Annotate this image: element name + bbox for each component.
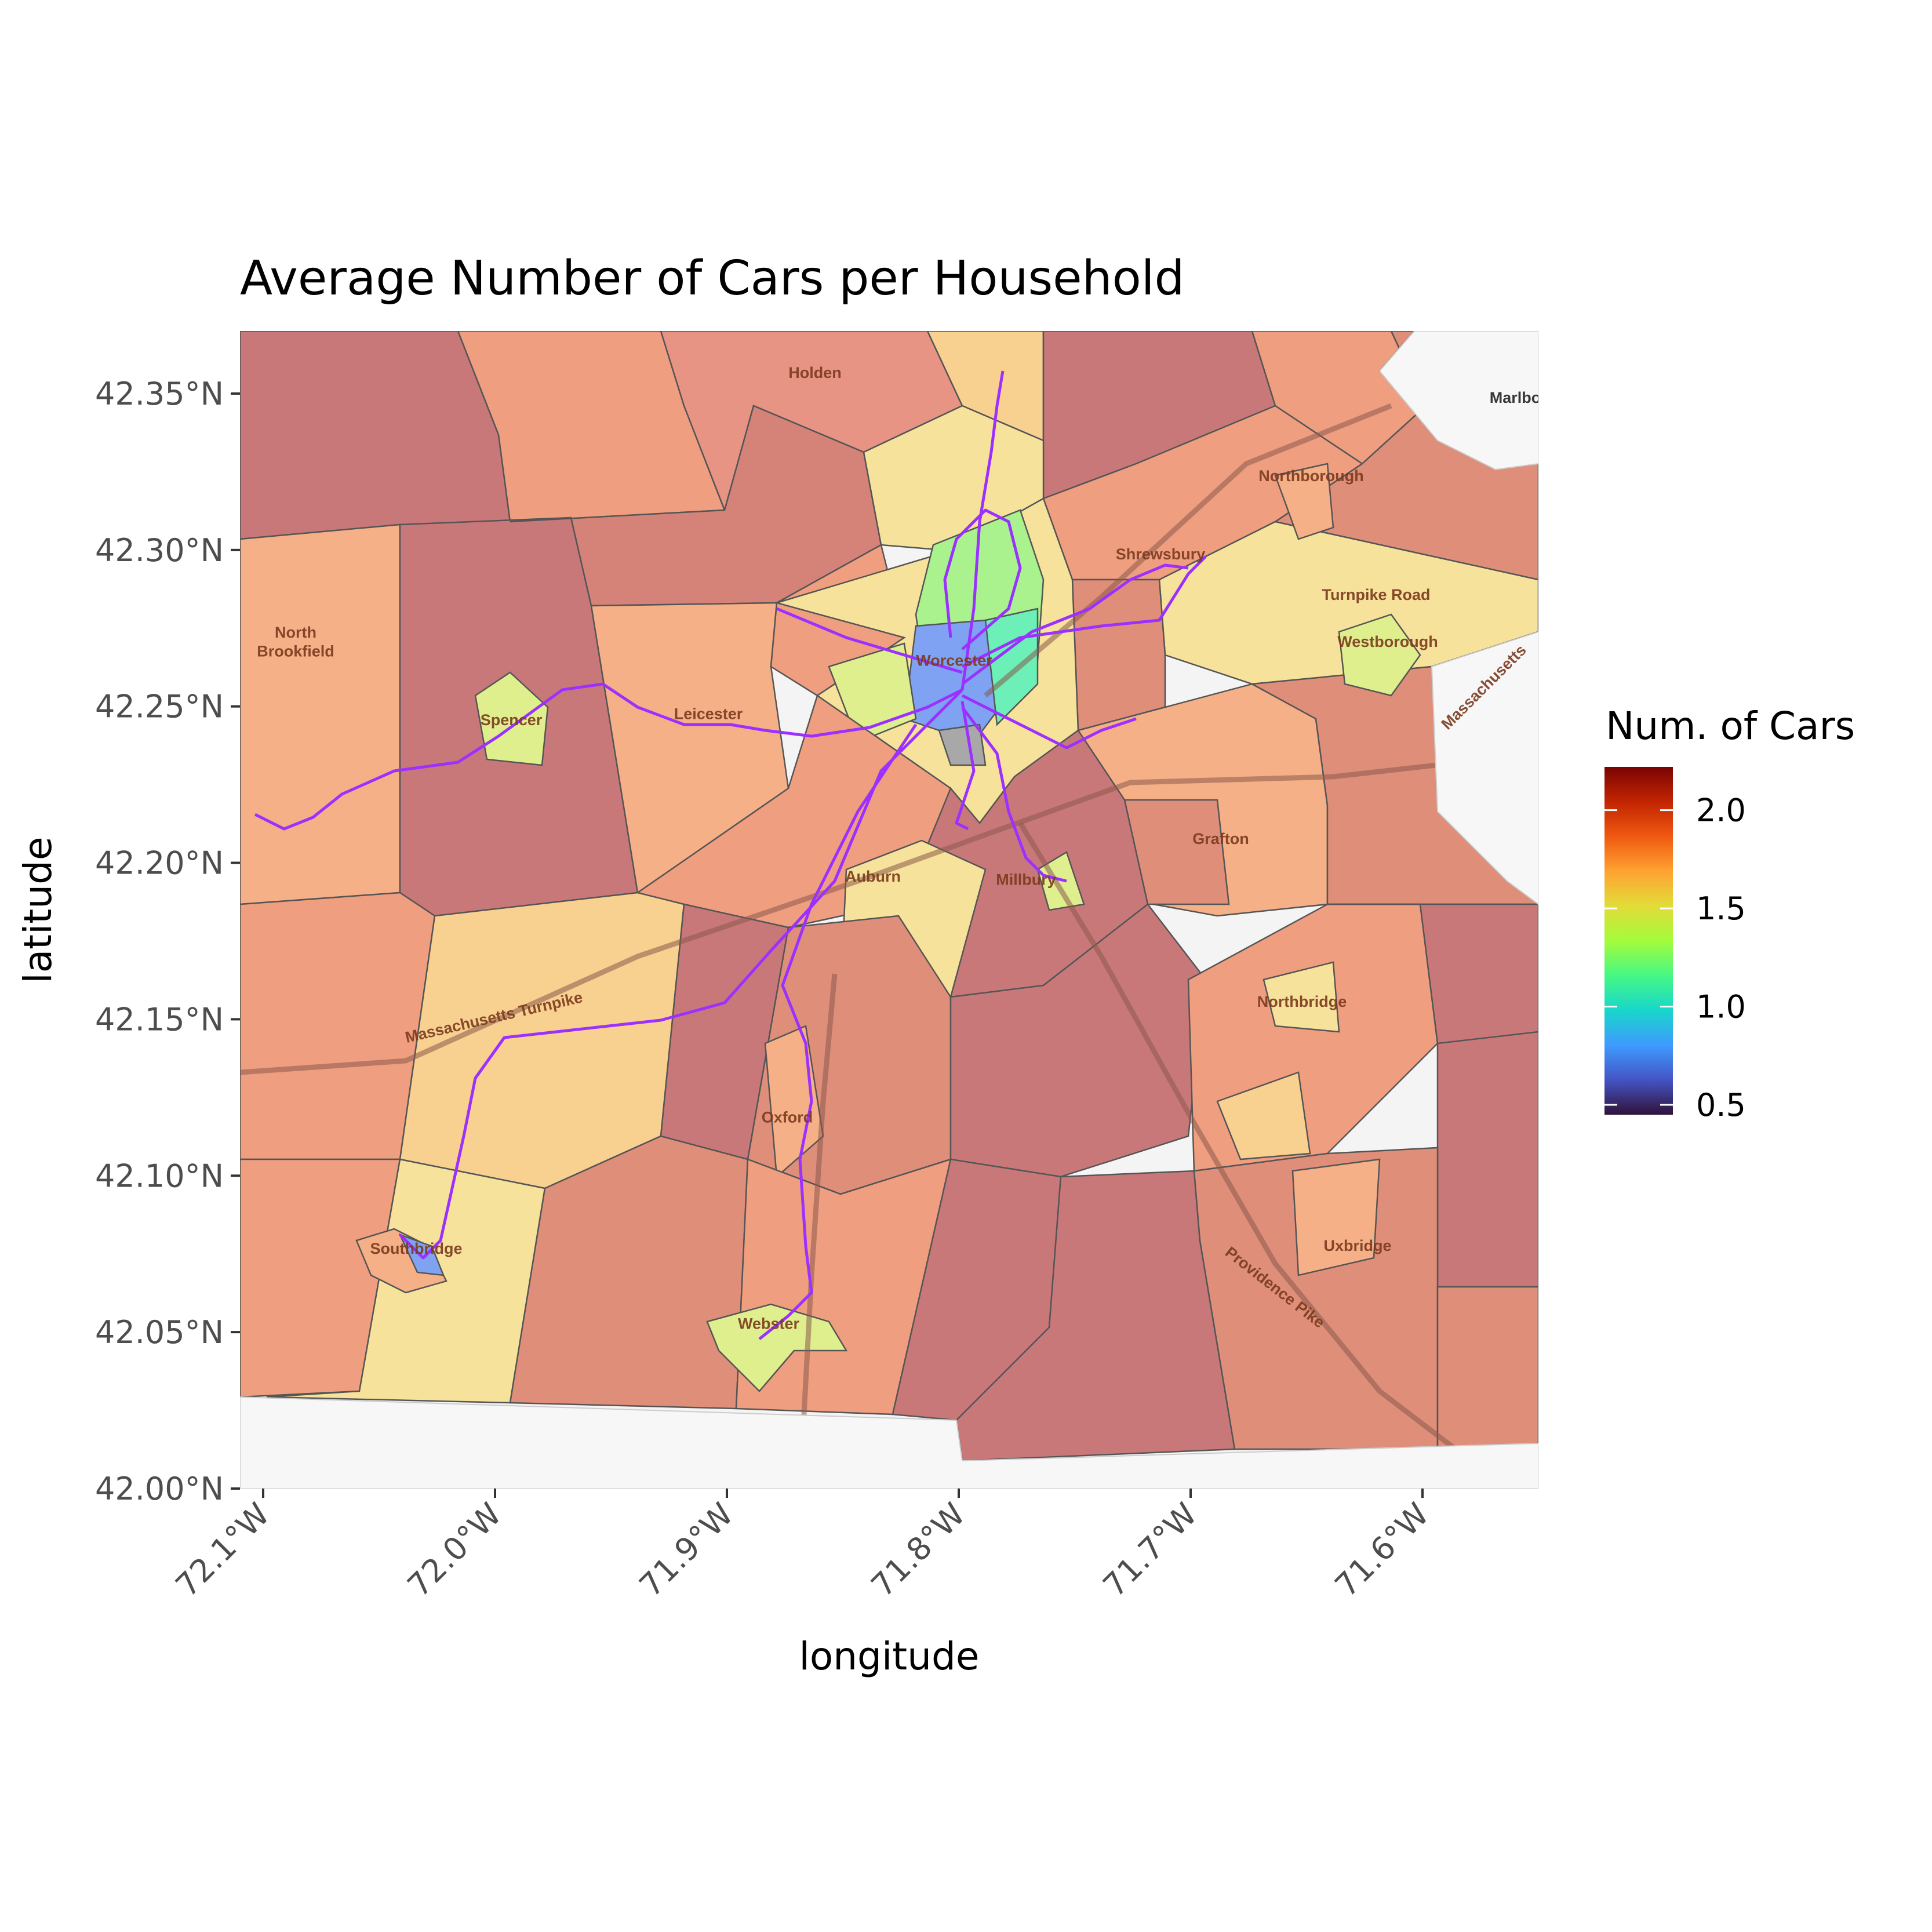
region-polygon — [240, 523, 401, 905]
region-polygon — [1291, 1158, 1381, 1276]
legend-tick-label: 1.5 — [1696, 890, 1746, 927]
x-tick-label: 71.7°W — [1096, 1496, 1204, 1604]
place-label: Turnpike Road — [1322, 586, 1430, 603]
y-tick-label: 42.35°N — [95, 376, 224, 412]
region-fills — [240, 331, 1538, 1462]
transit-route-west — [776, 607, 963, 674]
place-label: Marlbo — [1490, 389, 1541, 406]
highway-mass-pike — [240, 751, 1538, 1075]
place-label: North — [275, 624, 316, 641]
place-label: Southbridge — [370, 1240, 463, 1257]
y-tick-label: 42.25°N — [95, 689, 224, 725]
x-tick-label: 71.9°W — [632, 1496, 740, 1604]
region-polygon — [706, 1303, 848, 1392]
region-polygon — [1262, 961, 1340, 1033]
transit-route-southbridge — [399, 689, 963, 1260]
x-tick-label: 71.6°W — [1328, 1496, 1436, 1604]
y-axis: 42.00°N 42.05°N 42.10°N 42.15°N 42.20°N 42.25… — [95, 376, 240, 1507]
outside-region-polygon — [240, 1396, 1538, 1489]
y-tick-label: 42.10°N — [95, 1158, 224, 1194]
transit-route-north-loop — [943, 508, 1022, 650]
transit-routes — [254, 370, 1207, 1340]
legend-tick-label: 2.0 — [1696, 792, 1746, 829]
place-label: Shrewsbury — [1116, 545, 1206, 563]
place-label: Webster — [738, 1315, 800, 1333]
region-polygon — [1436, 1286, 1538, 1450]
region-polygon — [1338, 613, 1421, 697]
place-label: Millbury — [996, 871, 1056, 888]
y-tick-label: 42.30°N — [95, 532, 224, 569]
place-label: Worcester — [916, 652, 992, 670]
transit-route-east — [961, 563, 1189, 685]
y-axis-title: latitude — [16, 836, 60, 983]
chart-title: Average Number of Cars per Household — [240, 251, 1185, 306]
highways — [240, 403, 1538, 1489]
transit-route-holden — [960, 370, 1005, 690]
outside-region — [240, 331, 1538, 1489]
transit-route-millbury — [961, 706, 1067, 883]
place-label: Leicester — [674, 705, 743, 722]
outside-region-polygon — [1431, 631, 1538, 905]
x-axis-title: longitude — [799, 1634, 980, 1679]
y-tick-label: 42.15°N — [95, 1001, 224, 1038]
legend: Num. of Cars 0.5 1.0 1.5 2.0 — [1604, 704, 1855, 1123]
x-axis: 72.1°W 72.0°W 71.9°W 71.8°W 71.7°W 71.6°W — [169, 1489, 1436, 1604]
map-panel: Holden Northborough Shrewsbury Turnpike Roa… — [240, 331, 1541, 1489]
outside-region-polygon — [1378, 331, 1538, 471]
highway-i290 — [984, 403, 1392, 698]
place-label: Holden — [788, 364, 842, 381]
region-polygon — [590, 602, 789, 894]
x-tick-label: 72.0°W — [401, 1496, 508, 1604]
region-polygon — [474, 671, 549, 766]
place-label: Uxbridge — [1323, 1237, 1391, 1254]
region-polygon — [1436, 1031, 1538, 1288]
highway-i395 — [797, 973, 838, 1489]
y-tick-label: 42.20°N — [95, 845, 224, 882]
place-label: Brookfield — [257, 642, 334, 660]
x-tick-label: 72.1°W — [169, 1496, 276, 1604]
place-label: Northbridge — [1257, 993, 1347, 1010]
place-label: Auburn — [845, 868, 901, 885]
transit-route-spencer — [254, 682, 963, 831]
legend-title: Num. of Cars — [1606, 704, 1855, 748]
place-label: Spencer — [481, 711, 543, 729]
transit-route-shrewsbury — [961, 555, 1207, 668]
transit-route-southeast — [961, 694, 1137, 749]
region-polygon — [1071, 578, 1166, 732]
place-label: Westborough — [1337, 633, 1438, 650]
y-tick-label: 42.05°N — [95, 1314, 224, 1351]
region-polygon — [399, 892, 685, 1189]
x-tick-label: 71.8°W — [864, 1496, 972, 1604]
transit-route-south — [955, 701, 976, 831]
y-tick-label: 42.00°N — [95, 1471, 224, 1507]
region-polygon — [1216, 1071, 1311, 1160]
legend-tick-label: 1.0 — [1696, 989, 1746, 1025]
legend-tick-label: 0.5 — [1696, 1087, 1746, 1123]
region-polygon — [1274, 463, 1334, 540]
place-label: Northborough — [1258, 467, 1363, 485]
legend-ticks: 0.5 1.0 1.5 2.0 — [1604, 792, 1746, 1123]
place-label: Grafton — [1192, 830, 1249, 847]
transit-route-webster — [758, 723, 918, 1340]
legend-colorbar — [1604, 767, 1673, 1115]
place-label: Oxford — [762, 1109, 813, 1126]
highway-providence-pike — [1018, 821, 1509, 1489]
